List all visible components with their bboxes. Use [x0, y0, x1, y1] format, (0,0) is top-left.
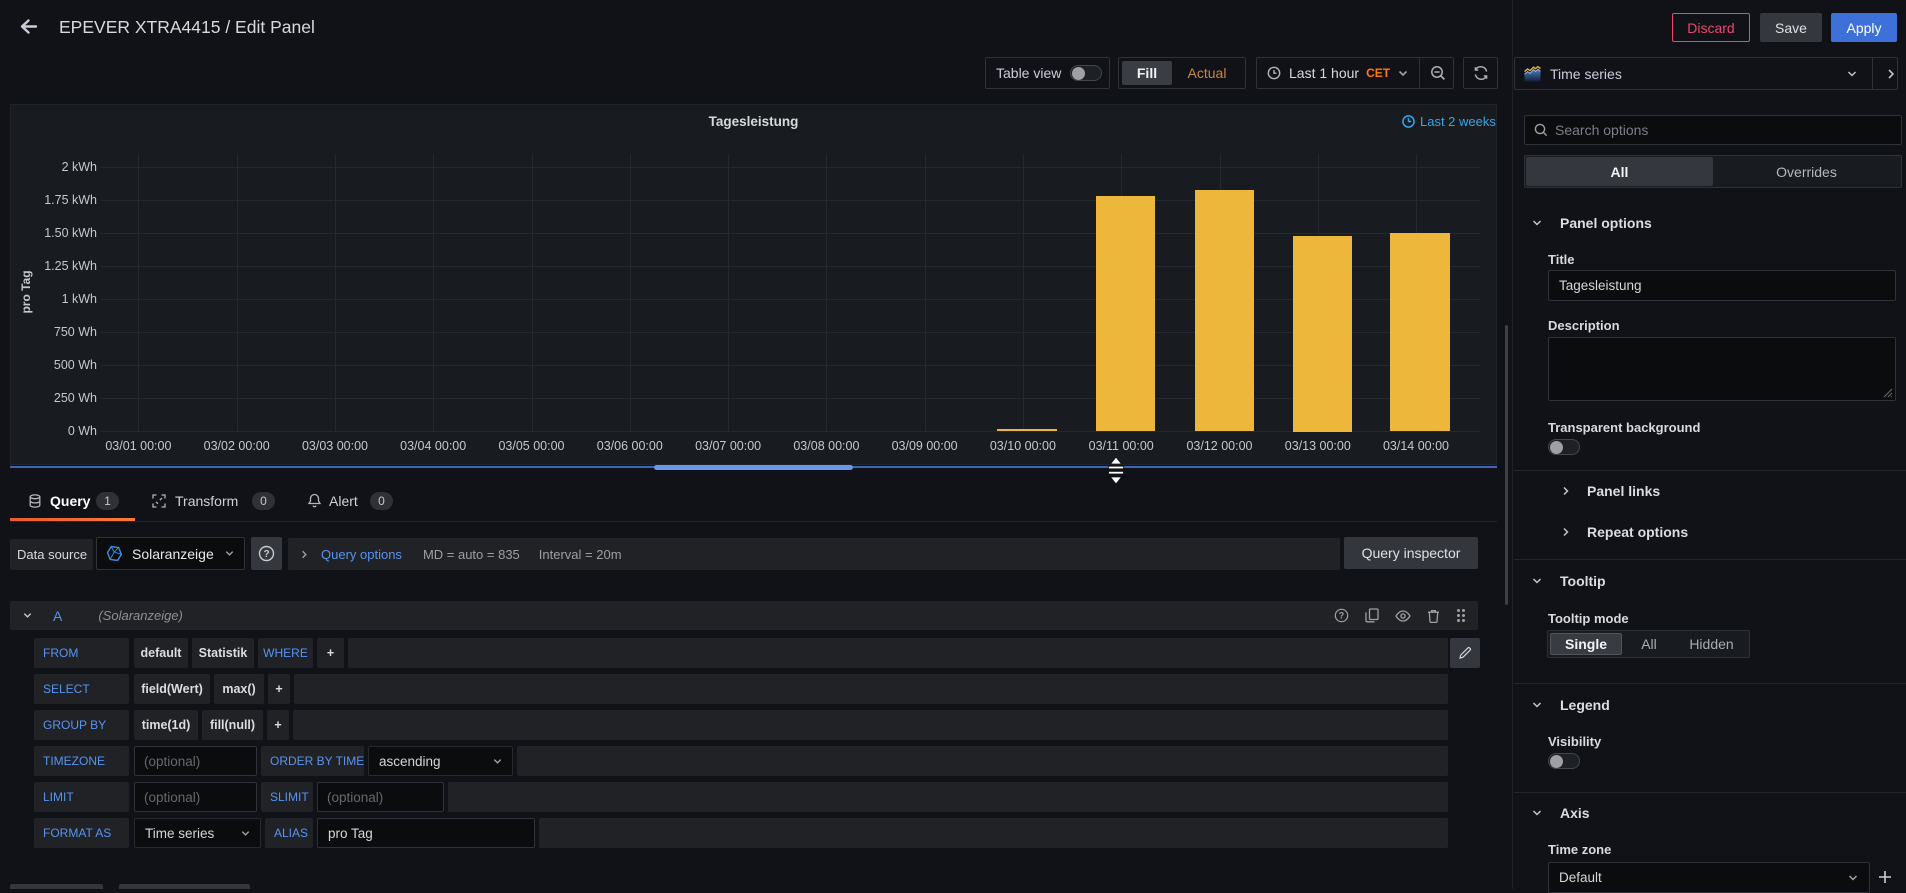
svg-text:?: ?: [263, 549, 269, 560]
svg-text:?: ?: [1339, 611, 1344, 621]
